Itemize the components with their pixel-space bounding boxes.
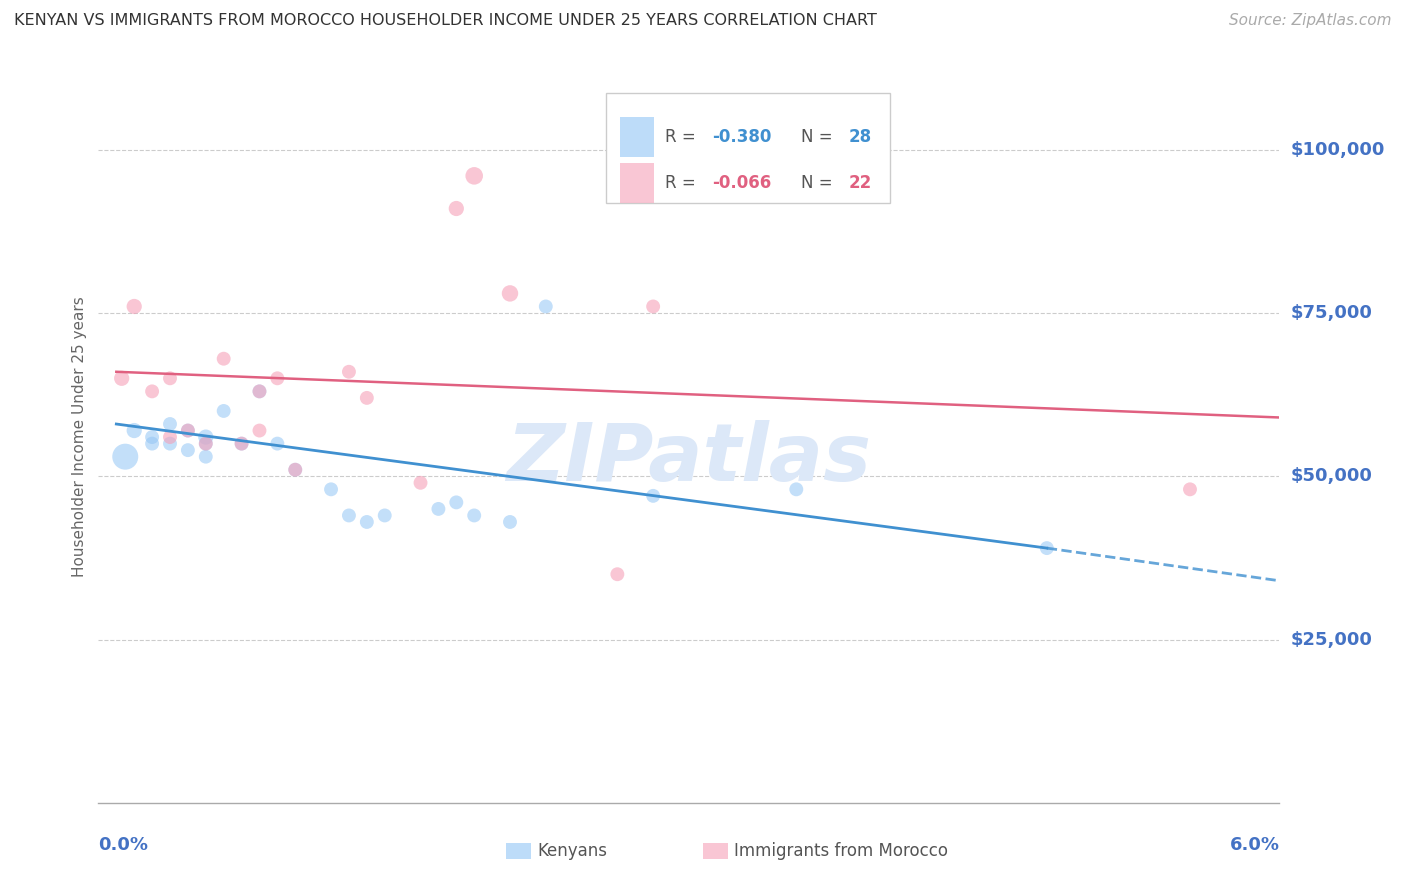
Point <box>249 424 271 438</box>
Point <box>409 475 432 490</box>
Point <box>266 371 288 385</box>
Point <box>141 430 163 444</box>
Point <box>284 463 307 477</box>
Text: Immigrants from Morocco: Immigrants from Morocco <box>734 842 948 860</box>
Point <box>356 515 378 529</box>
Point <box>114 450 136 464</box>
Point <box>249 384 271 399</box>
Text: Source: ZipAtlas.com: Source: ZipAtlas.com <box>1229 13 1392 29</box>
Point <box>159 436 181 450</box>
Text: 6.0%: 6.0% <box>1229 836 1279 854</box>
Point <box>463 169 485 183</box>
Point <box>499 286 522 301</box>
Point <box>374 508 396 523</box>
Text: KENYAN VS IMMIGRANTS FROM MOROCCO HOUSEHOLDER INCOME UNDER 25 YEARS CORRELATION : KENYAN VS IMMIGRANTS FROM MOROCCO HOUSEH… <box>14 13 877 29</box>
Point <box>356 391 378 405</box>
Point <box>177 424 200 438</box>
Bar <box>620 117 654 157</box>
Text: 0.0%: 0.0% <box>98 836 149 854</box>
Point <box>266 436 288 450</box>
Text: Kenyans: Kenyans <box>537 842 607 860</box>
Point <box>337 365 360 379</box>
Bar <box>620 163 654 203</box>
Point <box>643 489 665 503</box>
Point <box>446 202 468 216</box>
Point <box>159 430 181 444</box>
Point <box>212 351 235 366</box>
Point <box>249 384 271 399</box>
Point <box>231 436 253 450</box>
Text: R =: R = <box>665 174 702 193</box>
Point <box>194 436 217 450</box>
Point <box>122 300 145 314</box>
Text: ZIPatlas: ZIPatlas <box>506 420 872 498</box>
Point <box>159 371 181 385</box>
Text: $100,000: $100,000 <box>1291 141 1385 159</box>
Text: $50,000: $50,000 <box>1291 467 1372 485</box>
Point <box>194 450 217 464</box>
Text: -0.380: -0.380 <box>713 128 772 146</box>
FancyBboxPatch shape <box>606 94 890 203</box>
Point <box>177 424 200 438</box>
Point <box>194 430 217 444</box>
Text: N =: N = <box>801 174 838 193</box>
Point <box>141 384 163 399</box>
Point <box>122 424 145 438</box>
Point <box>785 483 807 497</box>
Text: -0.066: -0.066 <box>713 174 772 193</box>
Text: 28: 28 <box>848 128 872 146</box>
Point <box>606 567 628 582</box>
Point <box>1036 541 1059 555</box>
Point <box>212 404 235 418</box>
Text: 22: 22 <box>848 174 872 193</box>
Point <box>463 508 485 523</box>
Point <box>111 371 134 385</box>
Point <box>284 463 307 477</box>
Y-axis label: Householder Income Under 25 years: Householder Income Under 25 years <box>72 297 87 577</box>
Point <box>231 436 253 450</box>
Point <box>446 495 468 509</box>
Point <box>141 436 163 450</box>
Text: R =: R = <box>665 128 702 146</box>
Point <box>337 508 360 523</box>
Point <box>643 300 665 314</box>
Point <box>534 300 557 314</box>
Point <box>177 443 200 458</box>
Text: $75,000: $75,000 <box>1291 304 1372 322</box>
Point <box>427 502 450 516</box>
Point <box>159 417 181 431</box>
Point <box>1178 483 1201 497</box>
Point <box>319 483 342 497</box>
Point <box>499 515 522 529</box>
Text: N =: N = <box>801 128 838 146</box>
Point <box>194 436 217 450</box>
Text: $25,000: $25,000 <box>1291 631 1372 648</box>
